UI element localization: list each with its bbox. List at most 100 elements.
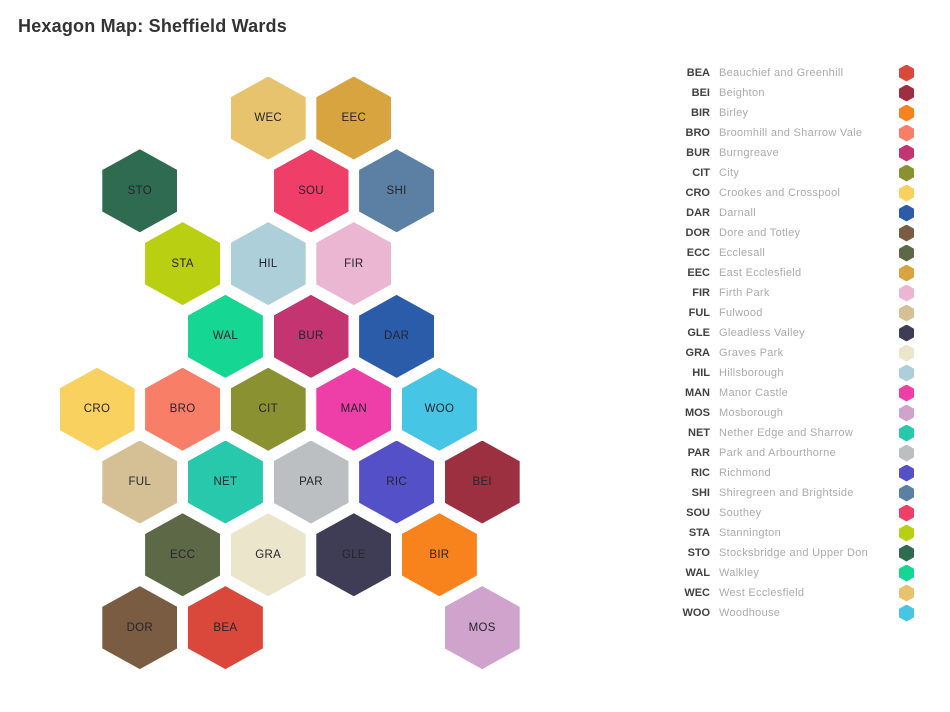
legend-name: Ecclesall (719, 247, 766, 259)
legend-name: Broomhill and Sharrow Vale (719, 127, 863, 139)
legend-name: Richmond (719, 467, 771, 479)
hex-ward-fir[interactable]: FIR (316, 222, 392, 306)
hex-ward-ful[interactable]: FUL (102, 440, 178, 524)
legend-name: Fulwood (719, 307, 763, 319)
legend-item-eec[interactable]: EEC East Ecclesfield (658, 263, 914, 283)
legend-item-sta[interactable]: STA Stannington (658, 523, 914, 543)
hex-label: EEC (341, 112, 367, 124)
hexagon-icon (899, 604, 914, 622)
hex-ward-gra[interactable]: GRA (230, 513, 306, 597)
legend-code: BEI (691, 87, 710, 99)
hex-ward-dar[interactable]: DAR (359, 294, 435, 378)
hex-ward-cit[interactable]: CIT (230, 367, 306, 451)
hexagon-icon (899, 344, 914, 362)
legend-code: SOU (686, 507, 710, 519)
hexagon-icon (899, 544, 914, 562)
hex-ward-man[interactable]: MAN (316, 367, 392, 451)
legend-item-bir[interactable]: BIR Birley (658, 103, 914, 123)
legend-item-ric[interactable]: RIC Richmond (658, 463, 914, 483)
hex-ward-cro[interactable]: CRO (59, 367, 135, 451)
legend-item-sto[interactable]: STO Stocksbridge and Upper Don (658, 543, 914, 563)
legend-code: BEA (686, 67, 710, 79)
legend-item-cro[interactable]: CRO Crookes and Crosspool (658, 183, 914, 203)
legend-code: RIC (691, 467, 710, 479)
hex-ward-dor[interactable]: DOR (102, 586, 178, 670)
hex-ward-hil[interactable]: HIL (230, 222, 306, 306)
hex-label: STA (171, 257, 194, 270)
legend-code: WAL (685, 567, 710, 579)
hex-ward-wal[interactable]: WAL (187, 294, 263, 378)
hex-ward-sto[interactable]: STO (102, 149, 178, 233)
hex-ward-mos[interactable]: MOS (444, 586, 520, 670)
hex-label: BEA (213, 621, 238, 634)
legend-item-dar[interactable]: DAR Darnall (658, 203, 914, 223)
legend-item-ecc[interactable]: ECC Ecclesall (658, 243, 914, 263)
legend-name: Birley (719, 107, 749, 119)
legend-item-bea[interactable]: BEA Beauchief and Greenhill (658, 63, 914, 83)
hex-ward-gle[interactable]: GLE (316, 513, 392, 597)
hex-ward-ric[interactable]: RIC (359, 440, 435, 524)
hex-ward-wec[interactable]: WEC (230, 76, 306, 160)
hex-label: FUL (128, 476, 152, 488)
legend-name: Beighton (719, 87, 765, 99)
hex-label: CRO (83, 403, 111, 416)
hex-label: FIR (344, 257, 364, 270)
hex-ward-par[interactable]: PAR (273, 440, 349, 524)
hexagon-icon (899, 184, 914, 202)
hex-ward-eec[interactable]: EEC (316, 76, 392, 160)
hexagon-icon (899, 464, 914, 482)
legend-item-net[interactable]: NET Nether Edge and Sharrow (658, 423, 914, 443)
legend-name: Woodhouse (719, 607, 781, 619)
hex-label: PAR (299, 476, 323, 488)
hex-ward-bei[interactable]: BEI (444, 440, 520, 524)
legend-code: EEC (687, 267, 710, 279)
legend-item-mos[interactable]: MOS Mosborough (658, 403, 914, 423)
legend-item-gra[interactable]: GRA Graves Park (658, 343, 914, 363)
legend-item-wec[interactable]: WEC West Ecclesfield (658, 583, 914, 603)
hex-label: SHI (386, 184, 407, 197)
legend-item-shi[interactable]: SHI Shiregreen and Brightside (658, 483, 914, 503)
legend-code: WEC (684, 587, 710, 599)
legend-code: SHI (691, 487, 710, 499)
hex-ward-net[interactable]: NET (187, 440, 263, 524)
legend-name: Stocksbridge and Upper Don (719, 547, 869, 559)
legend-item-cit[interactable]: CIT City (658, 163, 914, 183)
legend-item-gle[interactable]: GLE Gleadless Valley (658, 323, 914, 343)
legend-item-wal[interactable]: WAL Walkley (658, 563, 914, 583)
hex-ward-bro[interactable]: BRO (145, 367, 221, 451)
hex-ward-shi[interactable]: SHI (359, 149, 435, 233)
legend-item-ful[interactable]: FUL Fulwood (658, 303, 914, 323)
legend-item-bur[interactable]: BUR Burngreave (658, 143, 914, 163)
legend-item-man[interactable]: MAN Manor Castle (658, 383, 914, 403)
hexagon-icon (899, 144, 914, 162)
hex-label: CIT (258, 403, 278, 416)
legend-name: Dore and Totley (719, 227, 801, 239)
legend-item-bro[interactable]: BRO Broomhill and Sharrow Vale (658, 123, 914, 143)
hex-ward-sou[interactable]: SOU (273, 149, 349, 233)
hex-label: MAN (340, 403, 368, 416)
hex-ward-sta[interactable]: STA (145, 222, 221, 306)
hexagon-icon (899, 284, 914, 302)
legend-item-par[interactable]: PAR Park and Arbourthorne (658, 443, 914, 463)
hex-ward-ecc[interactable]: ECC (145, 513, 221, 597)
hex-ward-bur[interactable]: BUR (273, 294, 349, 378)
legend-code: DOR (685, 227, 710, 239)
legend-name: Crookes and Crosspool (719, 187, 841, 199)
legend-item-dor[interactable]: DOR Dore and Totley (658, 223, 914, 243)
hex-ward-bea[interactable]: BEA (187, 586, 263, 670)
legend-code: FIR (692, 287, 710, 299)
legend-item-fir[interactable]: FIR Firth Park (658, 283, 914, 303)
hexagon-icon (899, 424, 914, 442)
legend-item-hil[interactable]: HIL Hillsborough (658, 363, 914, 383)
hex-label: WAL (212, 330, 239, 343)
legend-name: City (719, 167, 740, 179)
legend-name: West Ecclesfield (719, 587, 805, 599)
hex-ward-bir[interactable]: BIR (401, 513, 477, 597)
legend-code: STO (687, 547, 710, 559)
hex-ward-woo[interactable]: WOO (401, 367, 477, 451)
legend-item-sou[interactable]: SOU Southey (658, 503, 914, 523)
legend-code: ECC (686, 247, 710, 259)
legend-item-woo[interactable]: WOO Woodhouse (658, 603, 914, 623)
legend-item-bei[interactable]: BEI Beighton (658, 83, 914, 103)
hexagon-icon (899, 584, 914, 602)
